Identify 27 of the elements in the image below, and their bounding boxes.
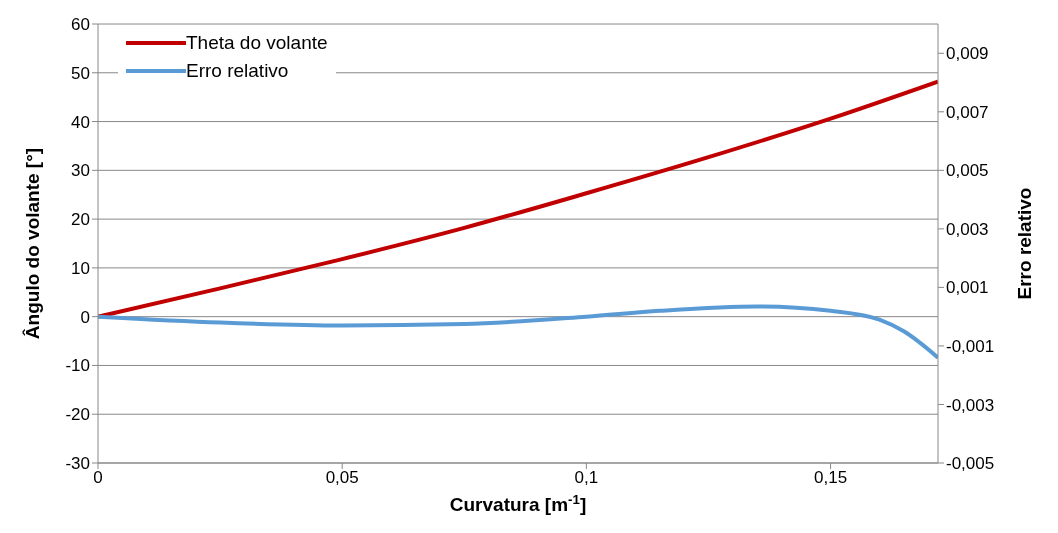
x-tick-label: 0,1 <box>574 468 599 488</box>
y-tick-label: 60 <box>71 15 90 35</box>
y-tick-label: 0 <box>80 307 90 327</box>
y2-tick-label: 0,001 <box>946 278 989 298</box>
y2-tick-label: 0,005 <box>946 161 989 181</box>
y-axis-title: Ângulo do volante [°] <box>21 147 43 340</box>
y2-tick-label: 0,003 <box>946 219 989 239</box>
x-tick-label: 0 <box>93 468 103 488</box>
y-tick-label: -30 <box>65 454 90 474</box>
y2-tick-label: -0,005 <box>946 454 995 474</box>
legend-label: Theta do volante <box>186 32 328 54</box>
legend-label: Erro relativo <box>186 60 289 82</box>
x-tick-label: 0,15 <box>814 468 848 488</box>
y-tick-label: 50 <box>71 63 90 83</box>
y2-tick-label: 0,009 <box>946 44 989 64</box>
x-axis-title: Curvatura [m$^{-1}$] <box>449 491 587 515</box>
y-tick-label: 30 <box>71 161 90 181</box>
x-tick-label: 0,05 <box>325 468 359 488</box>
y-tick-label: 10 <box>71 258 90 278</box>
y-tick-label: -10 <box>65 356 90 376</box>
y2-axis-title: Erro relativo <box>1013 187 1035 300</box>
y-tick-label: -20 <box>65 405 90 425</box>
y-tick-label: 40 <box>71 112 90 132</box>
y-tick-label: 20 <box>71 210 90 230</box>
y2-tick-label: -0,001 <box>946 336 995 356</box>
y2-tick-label: -0,003 <box>946 395 995 415</box>
y2-tick-label: 0,007 <box>946 102 989 122</box>
